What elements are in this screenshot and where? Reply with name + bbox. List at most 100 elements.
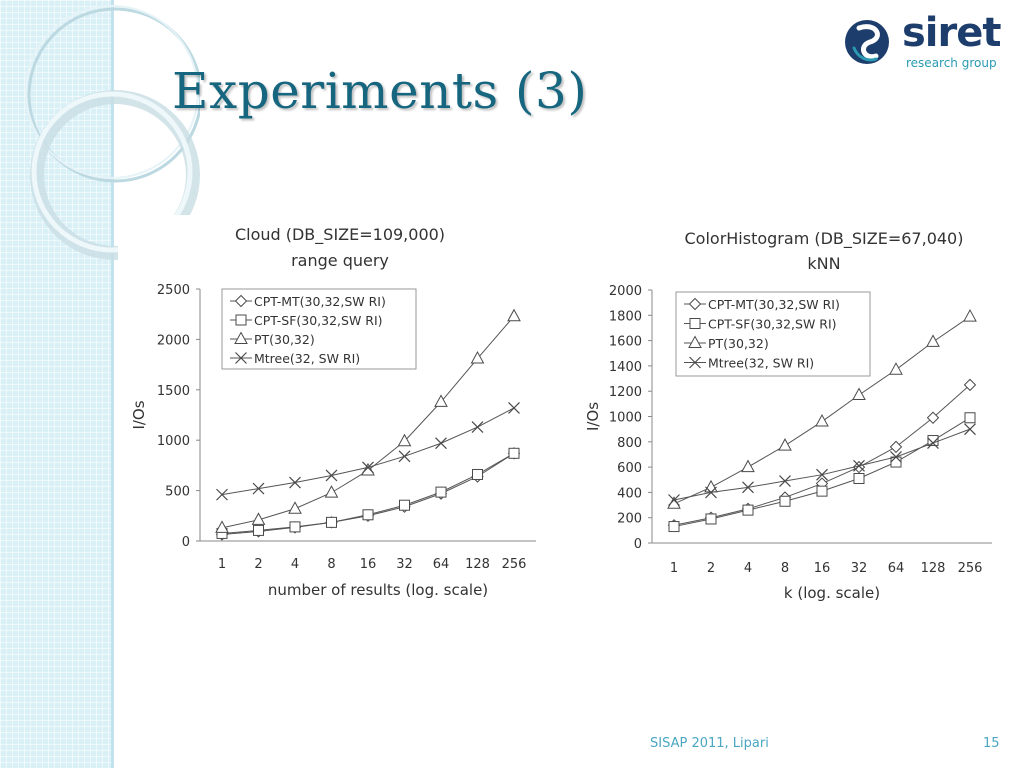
data-point-marker: [508, 402, 520, 414]
data-point-marker: [397, 433, 412, 447]
data-point-marker: [705, 486, 717, 499]
data-point-marker: [435, 486, 447, 498]
x-tick-label: 2: [707, 561, 715, 576]
data-point-marker: [890, 456, 902, 468]
data-point-marker: [434, 394, 448, 407]
x-tick-label: 8: [327, 557, 335, 572]
x-tick-label: 16: [360, 557, 377, 572]
data-point-marker: [889, 362, 903, 375]
data-point-marker: [399, 499, 410, 511]
x-tick-label: 1: [670, 561, 678, 576]
colorhistogram-knn-chart: ColorHistogram (DB_SIZE=67,040) kNN 0 200 40…: [568, 218, 1016, 610]
x-tick-label: 8: [781, 561, 789, 576]
data-point-marker: [472, 468, 483, 480]
legend-entry: PT(30,32): [254, 332, 315, 347]
legend-marker: [234, 331, 248, 344]
y-tick-label: 1500: [157, 384, 190, 399]
data-point-marker: [816, 485, 828, 497]
y-tick-label: 1000: [609, 411, 642, 426]
data-point-marker: [963, 378, 977, 392]
x-tick-label: 64: [888, 561, 905, 576]
x-tick-label: 256: [502, 557, 527, 572]
y-tick-label: 1400: [609, 360, 642, 375]
data-point-marker: [668, 521, 680, 533]
legend-entry: Mtree(32, SW RI): [254, 351, 360, 366]
x-tick-label: 128: [921, 561, 946, 576]
decorative-rings: [25, 5, 200, 260]
data-point-marker: [668, 494, 680, 506]
chart-svg-left: Cloud (DB_SIZE=109,000)range query 0 500 10…: [130, 225, 536, 599]
data-point-marker: [779, 475, 791, 487]
legend-marker: [689, 356, 701, 369]
data-point-marker: [963, 309, 977, 322]
legend-entry: CPT-MT(30,32,SW RI): [254, 294, 386, 309]
x-tick-label: 32: [396, 557, 413, 572]
data-point-marker: [362, 509, 374, 521]
cloud-range-query-chart: Cloud (DB_SIZE=109,000) range query 0 500 10…: [118, 215, 558, 612]
data-point-marker: [741, 459, 755, 473]
data-point-marker: [288, 501, 302, 514]
data-point-marker: [853, 472, 865, 484]
logo-subtitle: research group: [906, 56, 997, 70]
data-point-marker: [252, 482, 265, 495]
y-axis-label: I/Os: [584, 402, 602, 431]
legend-entry: CPT-SF(30,32,SW RI): [708, 317, 837, 332]
data-point-marker: [361, 462, 375, 476]
data-point-marker: [816, 468, 828, 481]
data-point-marker: [742, 504, 754, 516]
data-point-marker: [926, 334, 940, 347]
x-axis-label: number of results (log. scale): [268, 581, 488, 599]
page-number: 15: [983, 736, 1000, 751]
data-point-marker: [325, 469, 338, 482]
y-tick-label: 1200: [609, 385, 642, 400]
data-point-marker: [362, 461, 374, 474]
x-tick-label: 64: [433, 557, 450, 572]
data-point-marker: [251, 512, 266, 525]
legend-box: [675, 291, 871, 377]
data-point-marker: [853, 459, 865, 472]
series-line: [673, 384, 971, 526]
data-point-marker: [704, 479, 718, 493]
legend-entry: Mtree(32, SW RI): [708, 356, 814, 371]
data-point-marker: [964, 423, 976, 436]
data-point-marker: [964, 412, 976, 424]
data-point-marker: [815, 414, 829, 427]
x-tick-label: 128: [465, 557, 490, 572]
data-point-marker: [852, 387, 866, 400]
y-tick-label: 0: [182, 535, 190, 550]
data-point-marker: [471, 421, 484, 434]
data-point-marker: [778, 438, 792, 451]
y-tick-label: 1000: [157, 434, 190, 449]
x-tick-label: 4: [291, 557, 299, 572]
y-tick-label: 400: [617, 486, 642, 501]
y-tick-label: 600: [617, 461, 642, 476]
footer-conference: SISAP 2011, Lipari: [650, 736, 769, 751]
siret-logo-icon: [845, 20, 889, 64]
legend-marker: [688, 297, 702, 311]
y-axis-label: I/Os: [130, 400, 148, 429]
data-point-marker: [890, 451, 902, 463]
x-tick-label: 1: [218, 557, 226, 572]
data-point-marker: [508, 447, 520, 459]
y-tick-label: 200: [617, 512, 642, 527]
x-tick-label: 4: [744, 561, 752, 576]
y-tick-label: 0: [634, 537, 642, 552]
legend-marker: [235, 352, 247, 364]
data-point-marker: [326, 516, 337, 528]
series-line: [673, 417, 971, 528]
x-axis-label: k (log. scale): [784, 584, 880, 602]
legend-entry: PT(30,32): [708, 336, 769, 351]
slide-title: Experiments (3): [172, 62, 588, 120]
data-point-marker: [742, 481, 754, 494]
data-point-marker: [289, 476, 301, 489]
y-tick-label: 1800: [609, 309, 642, 324]
legend-marker: [688, 335, 702, 348]
chart-subtitle: range query: [291, 251, 389, 270]
data-point-marker: [507, 308, 521, 322]
x-tick-label: 256: [958, 561, 983, 576]
data-point-marker: [289, 521, 301, 533]
y-tick-label: 2000: [609, 284, 642, 299]
y-tick-label: 500: [165, 485, 190, 500]
data-point-marker: [927, 435, 939, 447]
legend-entry: CPT-MT(30,32,SW RI): [708, 297, 840, 312]
